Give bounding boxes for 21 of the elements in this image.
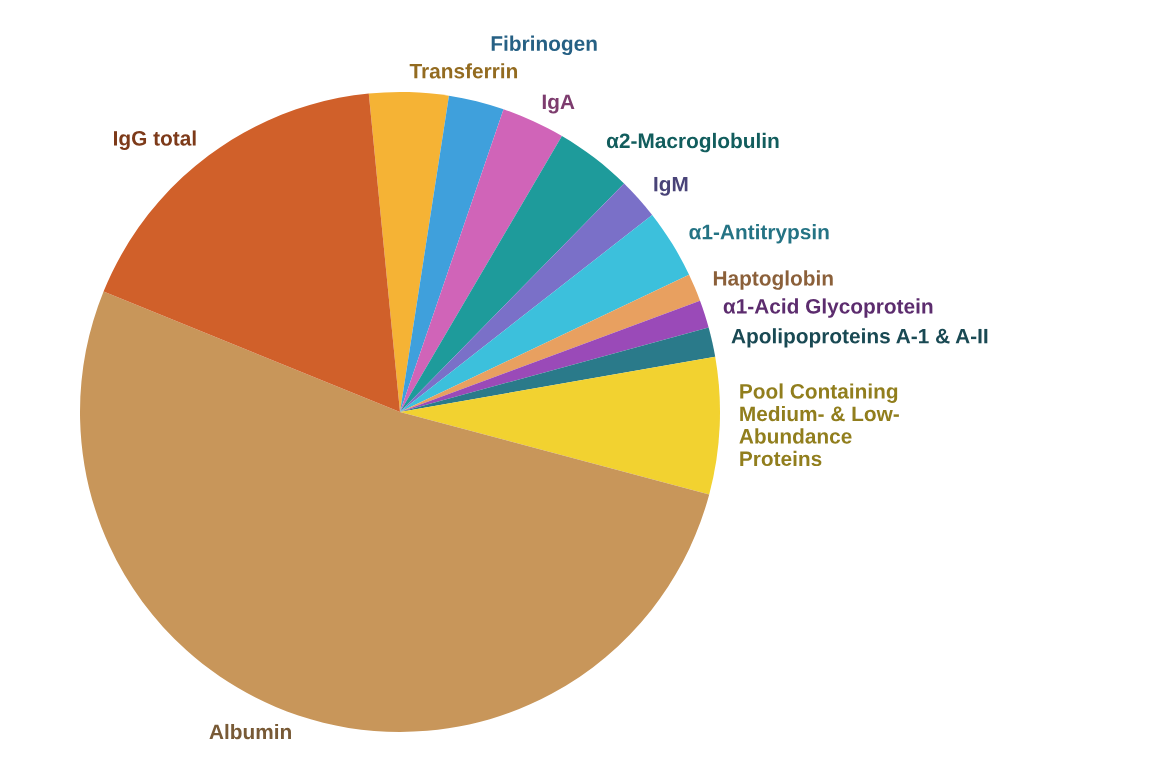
pie-slice bbox=[400, 183, 653, 412]
slice-label: IgA bbox=[542, 94, 575, 114]
slice-label: Pool Containing Medium- & Low- Abundance Proteins bbox=[739, 383, 899, 467]
slice-label: IgM bbox=[654, 176, 688, 196]
slice-label: Haptoglobin bbox=[713, 270, 833, 290]
slice-label: Apolipoproteins A-1 & A-II bbox=[731, 328, 988, 348]
pie-slice bbox=[400, 300, 709, 412]
slice-label: Transferrin bbox=[409, 63, 518, 79]
pie-slice bbox=[400, 214, 690, 412]
pie-slice bbox=[103, 93, 400, 412]
pie-slice bbox=[400, 274, 701, 412]
slice-label: Fibrinogen bbox=[491, 35, 597, 56]
slice-label: α1-Antitrypsin bbox=[689, 224, 829, 244]
slice-label: Albumin bbox=[209, 723, 291, 740]
pie-slice bbox=[400, 356, 720, 495]
slice-label: α1-Acid Glycoprotein bbox=[723, 298, 933, 318]
slice-label: α2-Macroglobulin bbox=[606, 132, 779, 153]
pie-slice bbox=[400, 95, 504, 412]
pie-slice bbox=[400, 327, 716, 412]
slice-label: IgG total bbox=[114, 130, 196, 150]
pie-slice bbox=[368, 92, 449, 412]
